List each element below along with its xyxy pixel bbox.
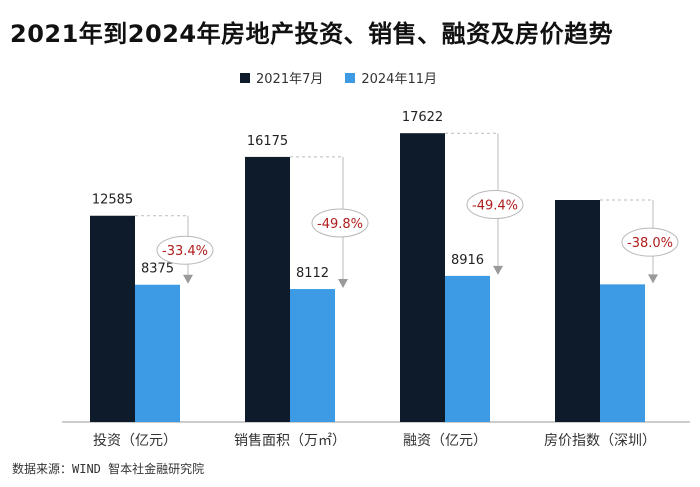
value-label-2021-2: 17622 [402, 110, 443, 125]
category-label-1: 销售面积（万㎡） [234, 433, 346, 449]
change-label-2: -49.4% [472, 199, 518, 214]
arrow-head-2 [493, 265, 503, 275]
legend-label-2024: 2024年11月 [361, 72, 437, 87]
arrow-head-1 [338, 279, 348, 289]
bar-2024-0 [135, 284, 180, 422]
bar-2024-3 [600, 284, 645, 422]
change-label-0: -33.4% [162, 244, 208, 259]
legend: 2021年7月 2024年11月 [240, 68, 437, 87]
change-label-1: -49.8% [317, 217, 363, 232]
value-label-2021-0: 12585 [92, 193, 133, 208]
value-label-2024-0: 8375 [141, 262, 174, 277]
value-label-2021-1: 16175 [247, 134, 288, 149]
source-note: 数据来源：WIND 智本社金融研究院 [12, 462, 205, 476]
change-badge-3 [621, 227, 679, 257]
bar-2021-1 [245, 156, 290, 422]
bar-2021-3 [555, 200, 600, 422]
change-badge-1 [311, 208, 369, 238]
legend-swatch-2024 [345, 72, 356, 83]
value-label-2024-1: 8112 [296, 266, 329, 281]
legend-swatch-2021 [240, 72, 250, 83]
category-label-2: 融资（亿元） [403, 433, 487, 449]
value-label-2024-2: 8916 [451, 253, 484, 268]
bar-2024-2 [445, 275, 490, 422]
change-label-3: -38.0% [627, 236, 673, 251]
chart-title: 2021年到2024年房地产投资、销售、融资及房价趋势 [10, 20, 614, 48]
legend-item-2024: 2024年11月 [345, 68, 437, 87]
legend-item-2021: 2021年7月 [240, 68, 323, 87]
legend-label-2021: 2021年7月 [256, 72, 324, 87]
bar-2021-2 [400, 133, 445, 422]
arrow-head-0 [183, 274, 193, 284]
change-badge-2 [466, 190, 524, 220]
category-label-0: 投资（亿元） [93, 433, 177, 449]
bar-2021-0 [90, 215, 135, 422]
change-badge-0 [156, 235, 214, 265]
arrow-head-3 [648, 274, 658, 284]
category-label-3: 房价指数（深圳） [544, 433, 656, 449]
bar-2024-1 [290, 289, 335, 422]
